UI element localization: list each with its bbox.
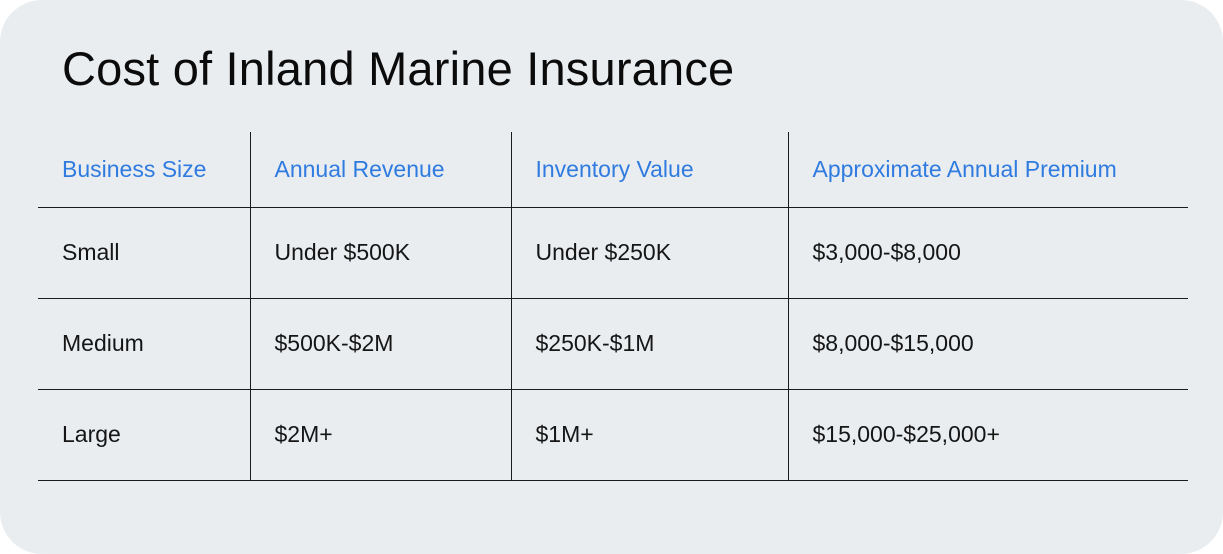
cell-annual-revenue: Under $500K (249, 207, 511, 299)
cell-annual-revenue: $500K-$2M (249, 298, 511, 390)
column-header-inventory-value: Inventory Value (510, 132, 788, 208)
table-header-row: Business Size Annual Revenue Inventory V… (38, 132, 1188, 208)
cell-annual-premium: $15,000-$25,000+ (787, 389, 1188, 481)
column-header-annual-revenue: Annual Revenue (249, 132, 511, 208)
cell-annual-premium: $3,000-$8,000 (787, 207, 1188, 299)
cost-table: Business Size Annual Revenue Inventory V… (38, 132, 1188, 481)
cell-inventory-value: Under $250K (510, 207, 788, 299)
cell-business-size: Medium (38, 298, 250, 390)
table-row: Small Under $500K Under $250K $3,000-$8,… (38, 207, 1188, 299)
cell-annual-revenue: $2M+ (249, 389, 511, 481)
page-title: Cost of Inland Marine Insurance (62, 42, 735, 95)
cell-business-size: Small (38, 207, 250, 299)
cell-inventory-value: $250K-$1M (510, 298, 788, 390)
table-row: Medium $500K-$2M $250K-$1M $8,000-$15,00… (38, 298, 1188, 390)
cell-annual-premium: $8,000-$15,000 (787, 298, 1188, 390)
cell-inventory-value: $1M+ (510, 389, 788, 481)
column-header-approximate-annual-premium: Approximate Annual Premium (787, 132, 1188, 208)
cell-business-size: Large (38, 389, 250, 481)
table-row: Large $2M+ $1M+ $15,000-$25,000+ (38, 389, 1188, 481)
column-header-business-size: Business Size (38, 132, 250, 208)
